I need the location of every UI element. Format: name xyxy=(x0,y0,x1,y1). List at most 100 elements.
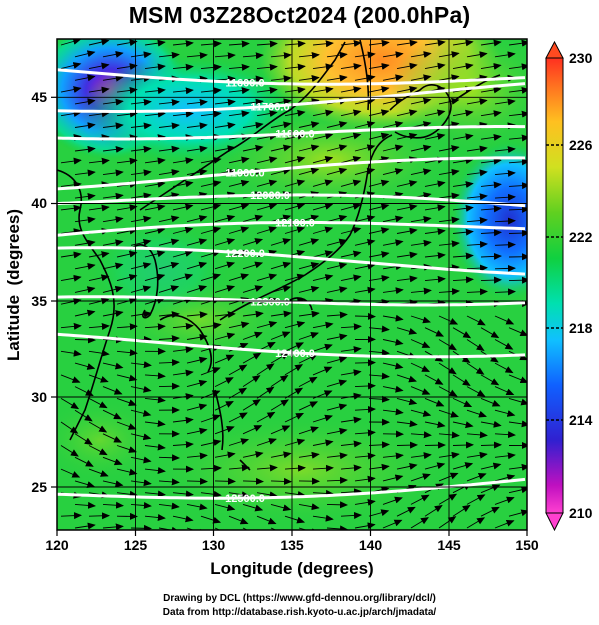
streamline-arrow xyxy=(144,157,166,165)
streamline-arrow xyxy=(74,309,96,317)
streamline-arrow xyxy=(88,323,110,331)
contour-label: 12400.0 xyxy=(275,348,315,360)
streamline-arrow xyxy=(284,515,306,524)
streamline-arrow xyxy=(130,192,152,200)
height-contour-line xyxy=(57,246,526,276)
streamline-arrow xyxy=(340,416,362,424)
streamline-arrow xyxy=(214,122,236,130)
streamline-arrow xyxy=(172,490,194,498)
x-tick-145: 145 xyxy=(437,537,461,553)
streamline-arrow xyxy=(130,501,152,509)
y-tick-35: 35 xyxy=(31,293,47,309)
streamline-arrow xyxy=(438,386,458,397)
streamline-arrow xyxy=(424,462,446,470)
streamline-arrow xyxy=(158,215,180,223)
streamline-arrow xyxy=(256,491,278,499)
streamline-arrow xyxy=(102,216,124,224)
streamline-arrow xyxy=(158,238,180,246)
streamline-arrow xyxy=(382,496,403,505)
streamline-arrow xyxy=(326,476,348,484)
streamline-arrow xyxy=(74,480,96,488)
streamline-arrow xyxy=(186,311,208,319)
streamline-arrow xyxy=(368,62,390,70)
streamline-arrow xyxy=(270,214,292,223)
streamline-arrow xyxy=(116,297,138,305)
streamline-arrow xyxy=(158,261,180,270)
streamline-arrow xyxy=(256,63,278,71)
streamline-arrow xyxy=(382,168,404,176)
streamline-arrow xyxy=(116,157,138,165)
streamline-arrow xyxy=(158,382,180,390)
streamline-arrow xyxy=(172,110,194,118)
streamline-arrow xyxy=(494,241,516,249)
streamline-arrow xyxy=(368,179,390,187)
streamline-arrow xyxy=(74,98,96,106)
streamline-arrow xyxy=(102,523,124,530)
streamline-arrow xyxy=(340,440,362,448)
streamline-arrow xyxy=(214,401,234,411)
streamline-arrow xyxy=(214,52,236,60)
streamline-arrow xyxy=(270,374,289,387)
streamline-arrow xyxy=(242,331,263,340)
y-tick-30: 30 xyxy=(31,389,47,405)
height-contour-line xyxy=(57,82,526,113)
streamline-arrow xyxy=(228,203,250,211)
streamline-arrow xyxy=(396,506,416,517)
streamline-arrow xyxy=(298,214,320,223)
streamline-arrow xyxy=(144,323,166,331)
streamline-arrow xyxy=(424,204,446,212)
streamline-arrow xyxy=(88,110,110,118)
streamline-arrow xyxy=(284,490,306,498)
streamline-arrow xyxy=(466,517,486,529)
streamline-arrow xyxy=(200,87,222,95)
streamline-arrow xyxy=(326,311,348,319)
streamline-arrow xyxy=(102,310,124,317)
streamline-arrow xyxy=(480,506,500,517)
streamline-arrow xyxy=(424,180,446,188)
streamline-arrow xyxy=(144,443,166,451)
streamline-arrow xyxy=(368,509,390,517)
streamline-arrow xyxy=(466,494,486,505)
streamline-arrow xyxy=(410,386,431,395)
streamline-arrow xyxy=(494,315,515,325)
streamline-arrow xyxy=(396,227,418,235)
streamline-arrow xyxy=(298,451,320,459)
streamline-arrow xyxy=(382,519,403,529)
streamline-arrow xyxy=(368,395,390,403)
streamline-arrow xyxy=(74,50,96,58)
streamline-arrow xyxy=(130,215,152,223)
streamline-arrow xyxy=(214,214,236,223)
streamline-arrow xyxy=(312,439,334,447)
contour-label: 12200.0 xyxy=(225,248,265,260)
streamline-arrow xyxy=(270,75,292,83)
streamline-arrow xyxy=(340,203,362,211)
streamline-arrow xyxy=(200,273,222,282)
streamline-arrow xyxy=(396,463,418,470)
streamline-arrow xyxy=(200,515,222,524)
streamline-arrow xyxy=(228,438,250,446)
axis-ticks xyxy=(51,96,528,536)
streamline-arrow xyxy=(256,320,278,329)
streamline-arrow xyxy=(494,386,515,396)
streamline-arrow xyxy=(214,311,236,319)
streamline-arrow xyxy=(88,468,109,477)
streamline-arrow xyxy=(242,238,264,246)
streamline-arrow xyxy=(410,362,431,372)
streamline-arrow xyxy=(368,39,390,47)
streamline-arrow xyxy=(242,285,264,293)
streamline-arrow xyxy=(382,314,404,322)
streamline-arrow xyxy=(466,431,488,439)
height-contour-line xyxy=(57,193,526,208)
streamline-arrow xyxy=(326,333,348,341)
streamline-arrow xyxy=(200,203,222,211)
streamline-arrow xyxy=(354,262,376,270)
streamline-arrow xyxy=(424,374,444,385)
streamline-arrow xyxy=(60,468,81,478)
streamline-arrow xyxy=(354,429,376,437)
streamline-arrow xyxy=(74,522,96,530)
streamline-arrow xyxy=(354,475,376,483)
streamline-arrow xyxy=(368,441,390,449)
streamline-arrow xyxy=(172,63,194,71)
streamline-arrow xyxy=(466,240,488,248)
streamline-arrow xyxy=(298,51,320,59)
